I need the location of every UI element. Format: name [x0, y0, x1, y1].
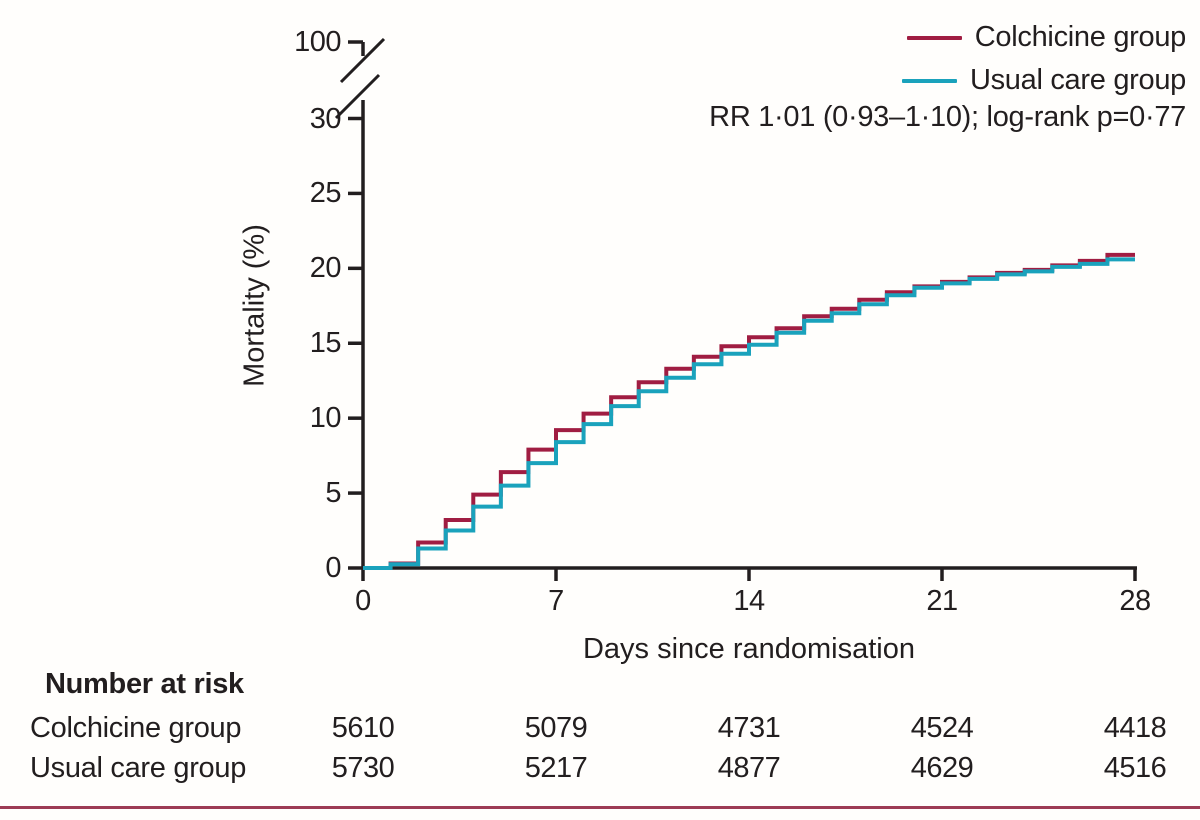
- risk-value: 5610: [331, 712, 395, 744]
- legend-label-usual-care: Usual care group: [969, 64, 1186, 96]
- risk-value: 4877: [717, 752, 781, 784]
- y-tick-label: 20: [309, 252, 342, 285]
- y-tick-label: 5: [325, 477, 341, 510]
- y-tick-label: 0: [325, 552, 341, 584]
- risk-value: 4524: [910, 712, 974, 744]
- risk-row-label: Usual care group: [30, 752, 247, 784]
- y-tick-label: 100: [294, 26, 341, 58]
- x-tick-label: 14: [733, 585, 765, 617]
- legend-label-colchicine: Colchicine group: [974, 21, 1187, 53]
- x-tick-label: 0: [355, 585, 371, 617]
- legend-item-usual-care: Usual care group: [901, 59, 1186, 102]
- y-tick-label: 25: [309, 177, 342, 210]
- risk-row-colchicine: Colchicine group 5610 5079 4731 4524 441…: [0, 709, 1200, 747]
- km-curve-colchicine: [363, 252, 1135, 570]
- risk-value: 4418: [1103, 712, 1167, 744]
- legend-item-colchicine: Colchicine group: [902, 16, 1186, 59]
- legend: Colchicine group Usual care group: [901, 16, 1186, 102]
- risk-value: 4731: [717, 712, 781, 744]
- y-tick-label: 30: [309, 102, 342, 135]
- risk-value: 5079: [524, 712, 588, 744]
- risk-value: 5217: [524, 752, 588, 784]
- x-axis-title: Days since randomisation: [582, 633, 916, 665]
- number-at-risk-title: Number at risk: [45, 668, 244, 700]
- x-tick-label: 7: [548, 585, 564, 617]
- risk-value: 4516: [1103, 752, 1167, 784]
- x-tick-label: 28: [1119, 585, 1151, 617]
- rr-logrank-annotation: RR 1·01 (0·93–1·10); log-rank p=0·77: [709, 101, 1186, 133]
- journal-bottom-rule: [0, 806, 1200, 809]
- risk-row-usual-care: Usual care group 5730 5217 4877 4629 451…: [0, 749, 1200, 787]
- y-tick-label: 10: [309, 402, 342, 435]
- usual-care-line-swatch-icon: [901, 78, 957, 83]
- risk-value: 4629: [910, 752, 974, 784]
- y-axis-break-slash-icon: [334, 73, 381, 120]
- km-curve-usual-care: [363, 257, 1135, 570]
- risk-value: 5730: [331, 752, 395, 784]
- colchicine-line-swatch-icon: [906, 35, 962, 40]
- x-tick-label: 21: [926, 585, 958, 617]
- y-axis-title: Mortality (%): [238, 224, 271, 387]
- risk-row-label: Colchicine group: [30, 712, 242, 744]
- y-tick-label: 15: [309, 327, 342, 360]
- y-axis-break-slash-icon: [339, 37, 386, 84]
